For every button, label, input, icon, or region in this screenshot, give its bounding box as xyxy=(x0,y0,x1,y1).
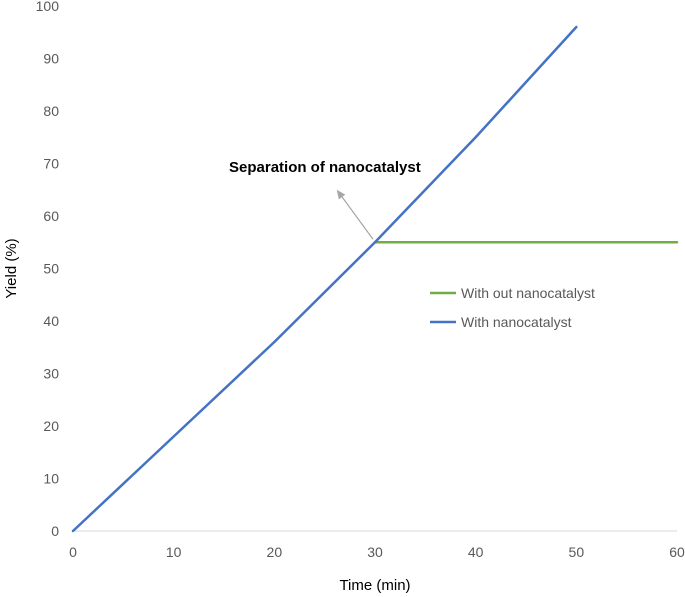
y-tick-label: 30 xyxy=(43,366,59,382)
annotation-arrow xyxy=(339,193,374,240)
annotation: Separation of nanocatalyst xyxy=(229,159,421,240)
series-layer xyxy=(71,25,679,533)
x-tick-label: 40 xyxy=(468,544,484,560)
y-tick-label: 20 xyxy=(43,418,59,434)
y-tick-label: 80 xyxy=(43,103,59,119)
x-axis-ticks: 0 10 20 30 40 50 60 xyxy=(69,544,685,560)
annotation-label: Separation of nanocatalyst xyxy=(229,159,421,176)
x-tick-label: 10 xyxy=(166,544,182,560)
y-tick-label: 60 xyxy=(43,208,59,224)
x-tick-label: 0 xyxy=(69,544,77,560)
x-tick-label: 60 xyxy=(669,544,685,560)
legend-label: With nanocatalyst xyxy=(461,314,572,330)
y-tick-label: 40 xyxy=(43,313,59,329)
x-tick-label: 50 xyxy=(569,544,585,560)
y-tick-label: 100 xyxy=(36,0,60,14)
x-tick-label: 30 xyxy=(367,544,383,560)
series-line-with-nanocatalyst xyxy=(71,25,578,533)
y-tick-label: 10 xyxy=(43,471,59,487)
y-tick-label: 90 xyxy=(43,51,59,67)
y-tick-label: 70 xyxy=(43,156,59,172)
legend-label: With out nanocatalyst xyxy=(461,285,595,301)
y-tick-label: 0 xyxy=(51,523,59,539)
legend: With out nanocatalyst With nanocatalyst xyxy=(430,285,595,330)
annotation-arrowhead xyxy=(336,189,346,200)
x-tick-label: 20 xyxy=(267,544,283,560)
y-axis-ticks: 0 10 20 30 40 50 60 70 80 90 100 xyxy=(36,0,60,539)
x-axis-title: Time (min) xyxy=(339,577,410,594)
y-tick-label: 50 xyxy=(43,261,59,277)
y-axis-title: Yield (%) xyxy=(3,238,20,298)
